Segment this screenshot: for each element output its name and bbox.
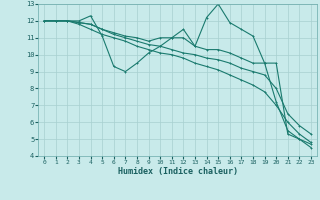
X-axis label: Humidex (Indice chaleur): Humidex (Indice chaleur) — [118, 167, 238, 176]
